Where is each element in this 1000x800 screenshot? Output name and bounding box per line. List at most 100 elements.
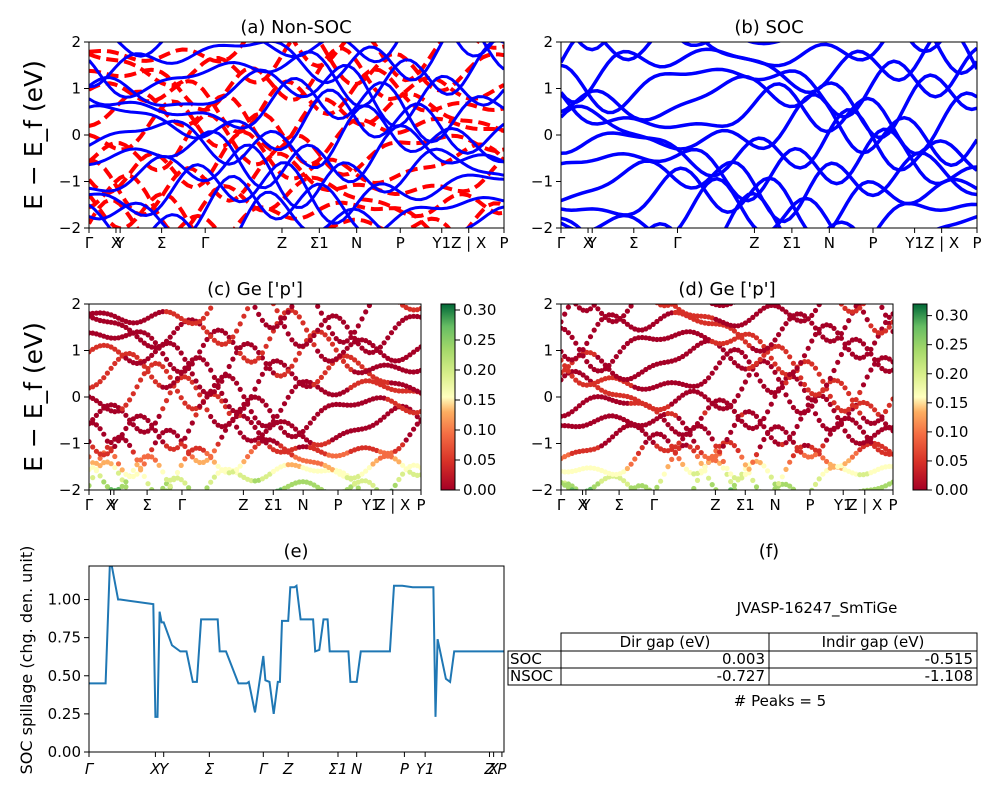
x-tick-label: Y <box>587 234 598 252</box>
projection-dot <box>835 276 840 281</box>
projection-dot <box>355 323 361 329</box>
projection-dot <box>886 356 892 362</box>
x-tick-label: Σ1 <box>328 760 347 778</box>
projection-dot <box>795 276 800 281</box>
projection-dot <box>765 360 771 366</box>
projection-dot <box>222 404 229 410</box>
projection-dot <box>249 491 254 496</box>
projection-dot <box>890 328 893 335</box>
projection-dot <box>588 297 593 302</box>
projection-dot <box>152 340 158 346</box>
projection-dot <box>315 327 321 333</box>
projection-dot <box>790 439 797 445</box>
projection-dot <box>562 367 568 373</box>
projection-dot <box>812 325 819 331</box>
projection-dot <box>565 330 572 336</box>
projection-dot <box>561 319 564 325</box>
projection-dot <box>123 479 129 485</box>
projection-dot <box>876 298 881 303</box>
band-line-nonsoc <box>89 42 504 83</box>
x-tick-label: Z | X <box>375 496 410 514</box>
projection-dot <box>816 417 822 423</box>
projection-dot <box>396 522 401 527</box>
projection-dot <box>241 394 247 400</box>
projection-dot <box>768 401 774 407</box>
projection-dot <box>197 384 203 390</box>
projection-dot <box>750 477 756 483</box>
projection-dot <box>846 281 851 286</box>
projection-dot <box>211 337 217 343</box>
spillage-ylabel: SOC spillage (chg. den. unit) <box>17 546 36 775</box>
material-id: JVASP-16247_SmTiGe <box>736 599 898 618</box>
projection-dot <box>359 364 365 370</box>
projection-dot <box>802 268 807 273</box>
projection-dot <box>606 276 611 281</box>
projection-dot <box>281 401 288 407</box>
projection-dot <box>794 311 800 317</box>
projection-dot <box>263 428 269 434</box>
projection-dot <box>853 397 859 403</box>
projection-dot <box>861 293 866 298</box>
projection-dot <box>182 480 188 486</box>
projection-dot <box>152 379 158 385</box>
projection-dot <box>886 451 892 457</box>
projection-dot <box>640 494 645 499</box>
colorbar-tick-label: 0.15 <box>463 391 496 409</box>
projection-dot <box>171 330 177 336</box>
projection-dot <box>359 471 365 477</box>
projection-dot <box>595 321 601 327</box>
projection-dot <box>761 383 767 389</box>
projection-dot <box>713 487 719 490</box>
projection-dot <box>687 383 693 389</box>
projection-dot <box>831 289 836 294</box>
projection-dot <box>381 414 387 420</box>
projection-dot <box>174 433 181 439</box>
projection-dot <box>765 409 771 415</box>
projection-dot <box>315 304 321 309</box>
projection-dot <box>204 457 210 463</box>
projection-dot <box>211 419 217 425</box>
projection-dot <box>119 406 125 412</box>
projection-dot <box>256 378 262 385</box>
projection-dot <box>809 487 815 490</box>
projection-dot <box>651 297 656 302</box>
projection-dot <box>352 357 358 363</box>
projection-dot <box>850 287 855 292</box>
projection-dot <box>219 328 225 334</box>
projection-dot <box>163 398 170 404</box>
projection-dot <box>846 406 852 412</box>
colorbar-tick-label: 0.05 <box>463 451 496 469</box>
projection-dot <box>561 348 564 355</box>
projection-dot <box>776 294 781 299</box>
projection-dot <box>296 379 302 385</box>
projection-dot <box>267 408 273 414</box>
projection-dot <box>174 375 181 382</box>
projection-dot <box>252 304 258 310</box>
projection-dot <box>603 515 608 520</box>
projection-dot <box>252 490 257 495</box>
projection-dot <box>879 279 884 284</box>
projection-dot <box>561 357 564 363</box>
colorbar-tick-label: 0.00 <box>463 481 496 499</box>
projection-dot <box>746 342 752 349</box>
projection-dot <box>753 360 760 366</box>
projection-dot <box>267 444 273 450</box>
projection-dot <box>561 377 564 383</box>
projection-dot <box>680 436 686 442</box>
projection-dot <box>790 430 797 436</box>
projection-dot <box>757 356 763 363</box>
projection-dot <box>230 416 236 422</box>
projection-dot <box>311 415 317 421</box>
projection-dot <box>145 332 151 338</box>
projection-dot <box>174 469 181 476</box>
projection-dot <box>119 483 125 489</box>
projection-dot <box>720 443 726 449</box>
y-tick-label: 2 <box>543 33 553 51</box>
projection-dot <box>123 438 129 444</box>
projection-dot <box>411 307 417 313</box>
projection-dot <box>178 477 184 483</box>
projection-dot <box>783 429 789 435</box>
projection-dot <box>237 321 243 327</box>
projection-dot <box>742 379 749 385</box>
